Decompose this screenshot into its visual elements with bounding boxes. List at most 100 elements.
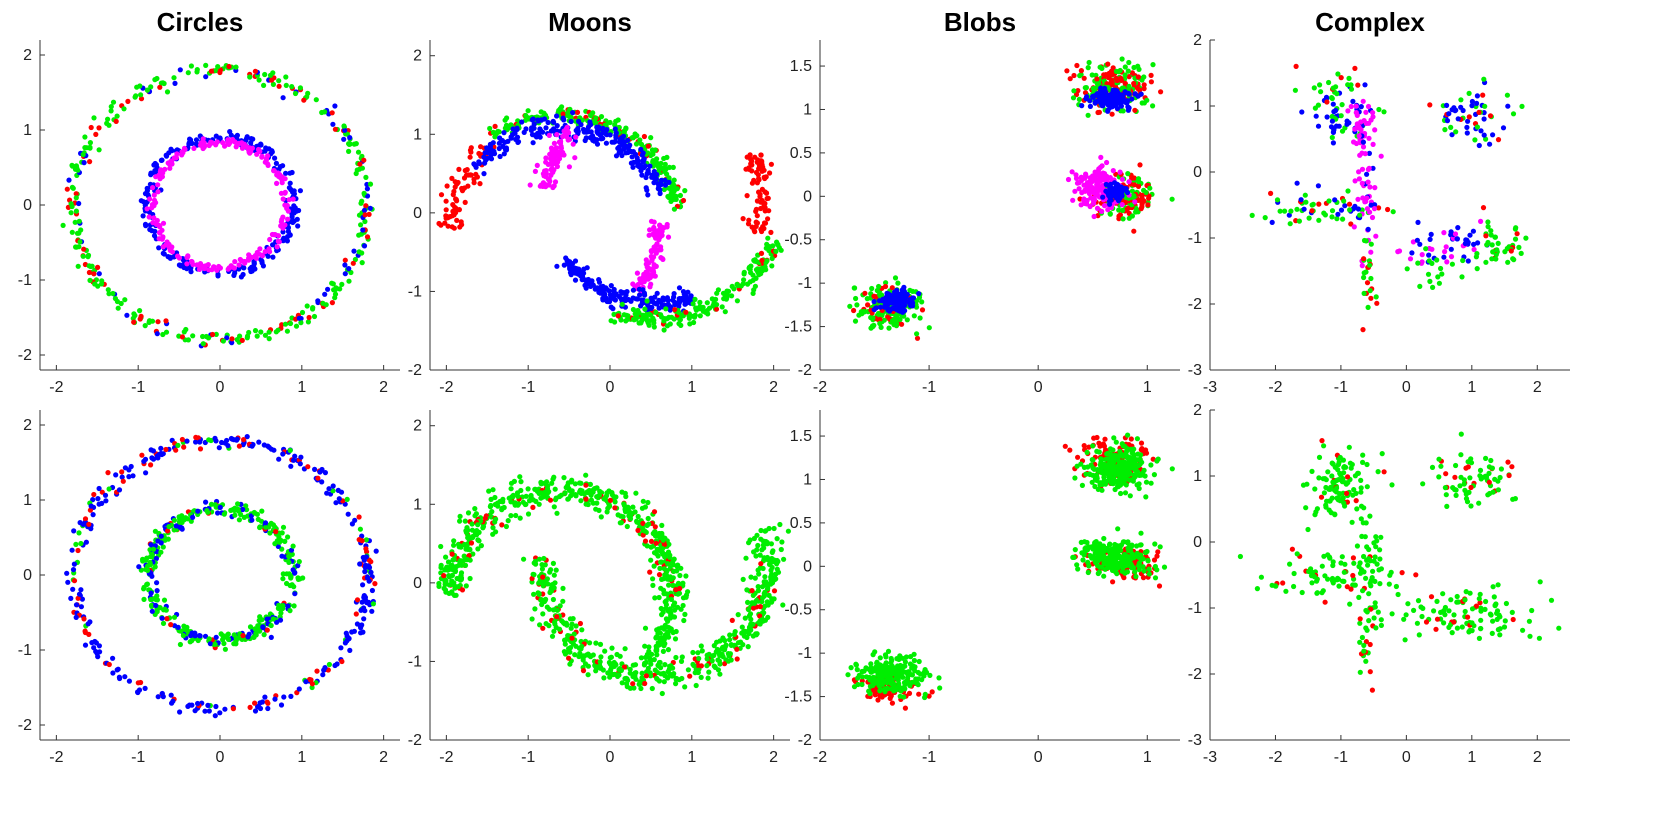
data-point <box>1131 80 1137 87</box>
data-point <box>650 158 656 164</box>
data-point <box>482 160 488 166</box>
data-point <box>662 641 668 647</box>
data-point <box>581 266 587 272</box>
data-point <box>753 206 760 212</box>
x-tick-label: -3 <box>1203 379 1217 396</box>
data-point <box>276 602 282 608</box>
y-tick-label: 0 <box>803 188 812 205</box>
data-point <box>1071 72 1077 79</box>
data-point <box>270 81 276 87</box>
data-point <box>465 546 471 553</box>
data-point <box>86 269 92 276</box>
data-point <box>1495 137 1502 143</box>
data-point <box>268 634 274 641</box>
data-point <box>280 451 286 457</box>
data-point <box>260 263 266 269</box>
data-point <box>259 154 265 160</box>
data-point <box>291 603 297 609</box>
data-point <box>108 108 114 114</box>
data-point <box>761 203 767 209</box>
data-point <box>1369 214 1376 221</box>
data-point <box>282 222 288 228</box>
data-point <box>641 133 648 140</box>
data-point <box>273 160 279 166</box>
data-point <box>240 271 246 278</box>
data-point <box>205 262 211 268</box>
data-point <box>880 296 886 302</box>
data-point <box>287 232 293 238</box>
data-point <box>276 456 282 462</box>
data-point <box>363 174 369 180</box>
data-point <box>1078 174 1084 180</box>
data-point <box>116 674 122 680</box>
data-point <box>304 303 310 309</box>
data-point <box>567 263 573 269</box>
data-point <box>1150 62 1156 68</box>
data-point <box>472 162 478 168</box>
data-point <box>1350 98 1356 104</box>
data-point <box>91 491 97 498</box>
data-point <box>235 501 241 507</box>
data-point <box>514 125 520 131</box>
data-point <box>508 486 514 492</box>
data-point <box>70 586 76 592</box>
data-point <box>645 499 651 506</box>
data-point <box>153 174 159 180</box>
data-point <box>200 341 206 347</box>
data-point <box>1323 94 1330 100</box>
data-point <box>321 667 327 673</box>
data-point <box>1495 240 1501 246</box>
data-point <box>661 297 667 303</box>
data-point <box>149 455 155 461</box>
data-point <box>1512 236 1519 242</box>
data-point <box>1429 260 1435 266</box>
data-point <box>660 550 666 556</box>
data-point <box>1125 107 1131 113</box>
x-tick-label: 1 <box>297 379 306 396</box>
data-point <box>179 513 185 519</box>
data-point <box>68 210 74 216</box>
data-point <box>1438 265 1444 272</box>
data-point <box>65 579 71 585</box>
data-point <box>452 179 458 185</box>
data-point <box>1505 103 1511 109</box>
data-point <box>556 107 562 114</box>
data-point <box>1132 107 1138 113</box>
data-point <box>1365 304 1371 310</box>
data-point <box>144 185 150 191</box>
y-tick-label: 1 <box>23 122 32 139</box>
data-point <box>765 216 771 222</box>
data-point <box>676 321 682 327</box>
data-point <box>253 630 259 637</box>
data-point <box>451 188 457 195</box>
data-point <box>286 559 292 566</box>
data-point <box>565 110 571 117</box>
data-point <box>648 218 655 224</box>
data-point <box>252 700 258 706</box>
data-point <box>366 564 373 571</box>
data-point <box>648 135 654 141</box>
data-point <box>224 335 230 341</box>
data-point <box>513 136 519 142</box>
data-point <box>1361 274 1367 281</box>
data-point <box>1434 257 1440 263</box>
data-point <box>1126 179 1132 185</box>
data-point <box>1467 232 1473 238</box>
data-point <box>642 625 649 631</box>
data-point <box>900 307 906 313</box>
data-point <box>169 244 175 250</box>
data-point <box>215 271 221 277</box>
data-point <box>188 63 194 69</box>
data-point <box>288 693 294 700</box>
data-point <box>305 90 311 96</box>
data-point <box>214 139 220 145</box>
data-point <box>598 514 604 520</box>
data-point <box>1365 226 1371 232</box>
data-point <box>247 624 254 630</box>
data-point <box>78 227 84 233</box>
data-point <box>272 541 278 547</box>
data-point <box>508 122 514 128</box>
data-point <box>60 222 66 228</box>
data-point <box>594 124 600 130</box>
data-point <box>601 496 607 502</box>
